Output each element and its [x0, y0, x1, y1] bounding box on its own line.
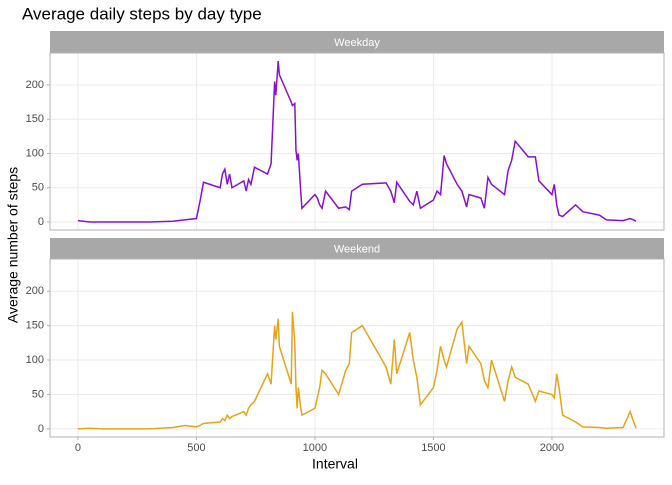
data-line	[77, 60, 637, 223]
y-tick-label: 0	[38, 423, 44, 435]
strip-label: Weekend	[334, 243, 380, 255]
chart-title: Average daily steps by day type	[22, 4, 262, 23]
x-tick-label: 1500	[421, 442, 445, 454]
strip	[50, 238, 664, 259]
strip	[50, 31, 664, 53]
x-axis-label: Interval	[312, 456, 358, 472]
y-axis-label: Average number of steps	[5, 167, 21, 323]
y-tick-label: 200	[26, 285, 44, 297]
x-tick-label: 2000	[540, 442, 564, 454]
y-tick-label: 100	[26, 147, 44, 159]
x-tick-label: 0	[75, 442, 81, 454]
y-tick-label: 150	[26, 113, 44, 125]
panel-border	[49, 52, 665, 231]
y-tick-label: 50	[32, 182, 44, 194]
data-line	[77, 311, 637, 430]
x-tick-label: 1000	[303, 442, 327, 454]
y-tick-label: 200	[26, 79, 44, 91]
y-tick-label: 150	[26, 320, 44, 332]
y-tick-label: 50	[32, 388, 44, 400]
panel-border	[49, 258, 665, 438]
y-tick-label: 100	[26, 354, 44, 366]
y-tick-label: 0	[38, 216, 44, 228]
x-tick-label: 500	[187, 442, 205, 454]
strip-label: Weekday	[334, 37, 380, 49]
